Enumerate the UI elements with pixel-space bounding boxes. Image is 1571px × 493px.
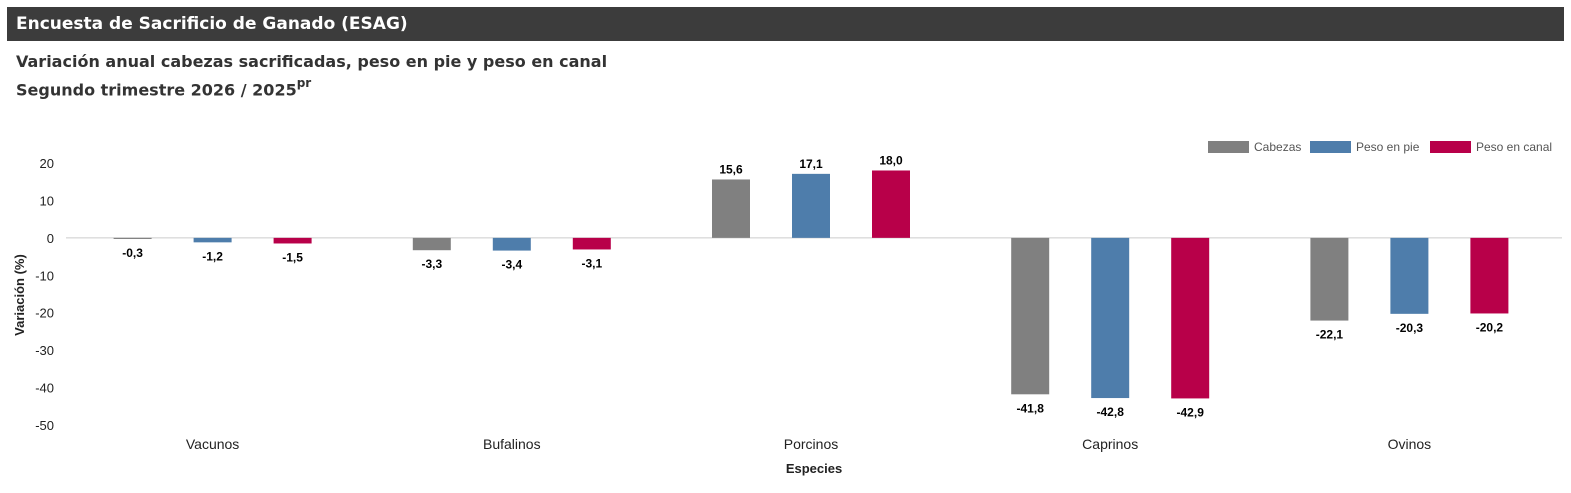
y-tick-label: 0 [47,231,54,246]
bar-peso-en-pie-porcinos [792,173,830,238]
bar-peso-en-canal-caprinos [1171,237,1210,399]
y-tick-label: -10 [35,268,54,283]
bar-cabezas-porcinos [712,179,750,238]
x-category-label: Bufalinos [483,436,541,452]
data-label: -3,3 [421,257,442,271]
x-axis-categories: Vacunos Bufalinos Porcinos Caprinos Ovinos [186,436,1431,452]
data-label: -20,3 [1396,321,1424,335]
bar-peso-en-canal-porcinos [872,170,910,238]
bar-peso-en-pie-ovinos [1390,237,1429,314]
legend-label: Peso en canal [1476,140,1552,154]
legend-swatch [1310,141,1351,153]
legend-swatch [1208,141,1249,153]
bar-peso-en-pie-caprinos [1091,237,1130,399]
x-category-label: Porcinos [784,436,838,452]
y-tick-label: -40 [35,381,54,396]
data-label: -42,9 [1177,405,1205,419]
y-tick-label: 10 [40,193,54,208]
x-axis-title: Especies [786,461,842,476]
bar-peso-en-pie-vacunos [193,237,232,243]
data-label: -1,5 [282,250,303,264]
bar-cabezas-ovinos [1310,237,1349,321]
data-label: 18,0 [879,153,903,167]
data-label: -42,8 [1097,405,1125,419]
chart-period-text: Segundo trimestre 2026 / 2025 [16,80,297,100]
bar-cabezas-caprinos [1011,237,1050,395]
data-label: -3,1 [581,256,602,270]
bar-peso-en-canal-vacunos [273,237,312,244]
data-label: -0,3 [122,246,143,260]
legend-label: Peso en pie [1356,140,1420,154]
y-tick-label: -50 [35,418,54,433]
data-labels-group: -0,3 -1,2 -1,5 -3,3 -3,4 -3,1 15,6 17,1 18,0 -41,… [122,153,1503,419]
legend: Cabezas Peso en pie Peso en canal [1208,140,1552,154]
chart-period: Segundo trimestre 2026 / 2025pr [16,76,312,100]
data-label: -20,2 [1476,320,1504,334]
bar-cabezas-vacunos [113,237,152,239]
header-title: Encuesta de Sacrificio de Ganado (ESAG) [16,14,408,34]
x-category-label: Ovinos [1388,436,1432,452]
y-tick-label: -20 [35,306,54,321]
header-bar: Encuesta de Sacrificio de Ganado (ESAG) [7,7,1564,41]
chart-subtitle: Variación anual cabezas sacrificadas, pe… [16,52,608,71]
data-label: -41,8 [1017,401,1045,415]
y-axis-ticks: 20 10 0 -10 -20 -30 -40 -50 [35,156,54,433]
data-label: -22,1 [1316,328,1344,342]
data-label: 15,6 [719,162,743,176]
chart-period-superscript: pr [296,76,312,90]
bars-group [113,170,1509,399]
y-tick-label: -30 [35,343,54,358]
y-tick-label: 20 [40,156,54,171]
data-label: -3,4 [501,258,522,272]
legend-swatch [1430,141,1471,153]
bar-peso-en-pie-bufalinos [492,237,531,251]
bar-cabezas-bufalinos [412,237,451,251]
data-label: 17,1 [799,157,823,171]
y-axis-title: Variación (%) [12,254,27,336]
bar-peso-en-canal-ovinos [1470,237,1509,314]
x-category-label: Vacunos [186,436,239,452]
bar-peso-en-canal-bufalinos [572,237,611,250]
x-category-label: Caprinos [1082,436,1138,452]
legend-label: Cabezas [1254,140,1301,154]
data-label: -1,2 [202,249,223,263]
